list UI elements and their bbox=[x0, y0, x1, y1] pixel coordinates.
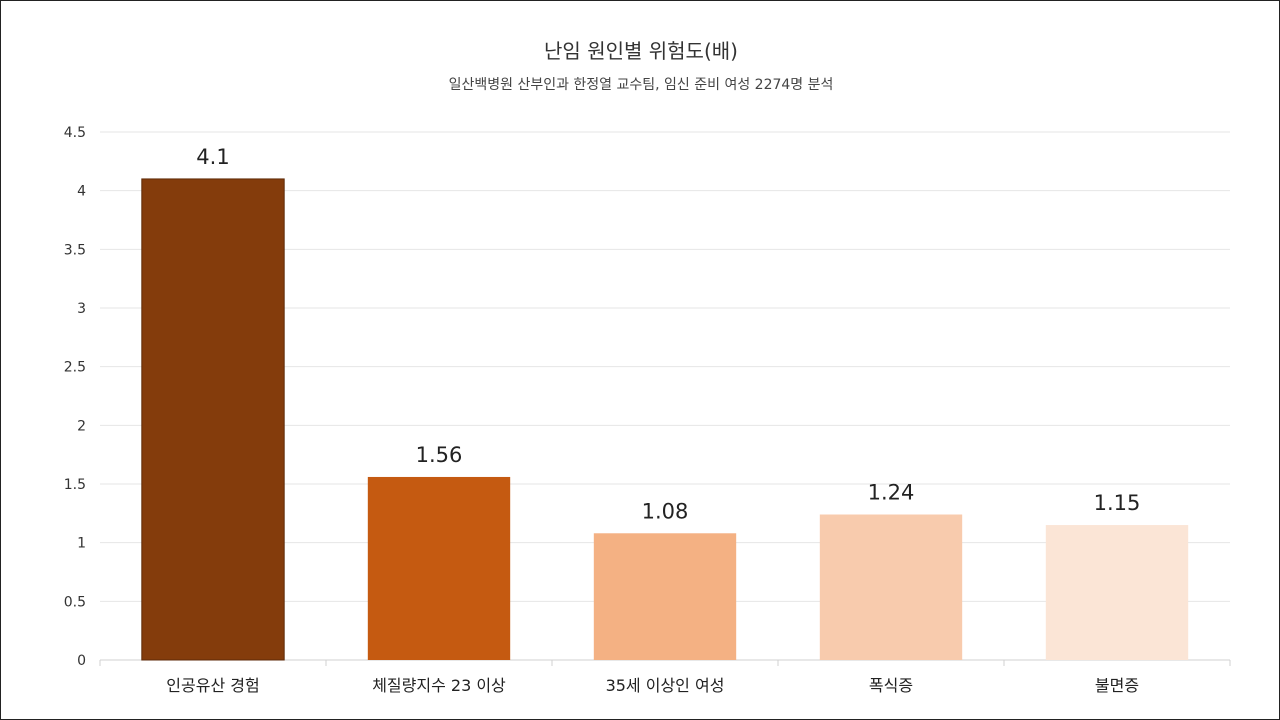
x-tick-label: 체질량지수 23 이상 bbox=[372, 676, 506, 695]
x-tick-label: 35세 이상인 여성 bbox=[606, 676, 725, 695]
bar-value-label: 1.24 bbox=[868, 481, 915, 505]
x-tick-label: 불면증 bbox=[1095, 676, 1139, 695]
chart-title: 난임 원인별 위험도(배) bbox=[544, 39, 738, 63]
y-tick-label: 0 bbox=[77, 653, 86, 669]
bar bbox=[367, 476, 511, 660]
y-tick-label: 1 bbox=[77, 536, 86, 552]
bar-value-label: 1.08 bbox=[642, 499, 689, 523]
bar-value-label: 1.15 bbox=[1094, 491, 1141, 515]
y-tick-label: 0.5 bbox=[64, 594, 86, 610]
chart-subtitle: 일산백병원 산부인과 한정열 교수팀, 임신 준비 여성 2274명 분석 bbox=[448, 77, 834, 93]
y-tick-label: 2 bbox=[77, 418, 86, 434]
y-tick-label: 4.5 bbox=[64, 125, 86, 141]
bar bbox=[593, 533, 737, 660]
bar bbox=[141, 178, 285, 661]
bar-value-label: 4.1 bbox=[196, 145, 229, 169]
bar bbox=[819, 514, 963, 660]
y-tick-label: 2.5 bbox=[64, 360, 86, 376]
bar bbox=[1045, 525, 1189, 660]
x-tick-label: 폭식증 bbox=[869, 676, 913, 695]
bar-value-label: 1.56 bbox=[416, 443, 463, 467]
x-tick-label: 인공유산 경험 bbox=[166, 676, 259, 695]
y-tick-label: 1.5 bbox=[64, 477, 86, 493]
y-tick-label: 3.5 bbox=[64, 242, 86, 258]
y-tick-label: 4 bbox=[77, 184, 86, 200]
y-tick-label: 3 bbox=[77, 301, 86, 317]
